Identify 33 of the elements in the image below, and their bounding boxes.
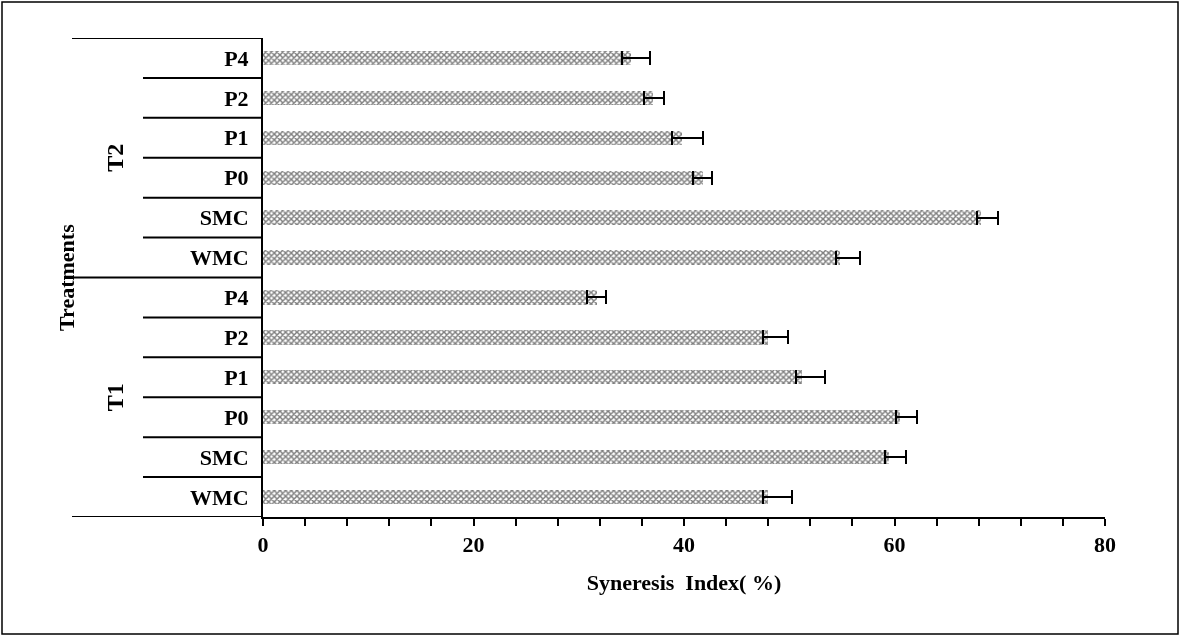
y-tick-label: P4 bbox=[224, 45, 249, 71]
y-tick-label: P2 bbox=[224, 325, 249, 351]
y-tick-label: SMC bbox=[199, 205, 249, 231]
y-tick-label: P1 bbox=[224, 364, 249, 390]
y-tick-label: SMC bbox=[199, 444, 249, 470]
bar bbox=[263, 171, 703, 185]
x-axis-title: Syneresis Index( %) bbox=[586, 569, 782, 595]
bar bbox=[263, 91, 653, 105]
y-tick-label: WMC bbox=[189, 484, 249, 510]
x-tick-label: 60 bbox=[883, 532, 906, 558]
bar bbox=[263, 290, 597, 305]
bar bbox=[263, 51, 631, 65]
text: Treatments bbox=[54, 223, 79, 331]
y-tick-label: P2 bbox=[224, 85, 249, 111]
bar bbox=[263, 131, 682, 145]
bar bbox=[263, 210, 981, 225]
y-tick-label: P0 bbox=[224, 404, 249, 430]
bar bbox=[263, 330, 768, 345]
x-tick-label: 20 bbox=[462, 532, 485, 558]
bar bbox=[263, 450, 889, 464]
text: T1 bbox=[101, 383, 128, 412]
y-tick-label: WMC bbox=[189, 245, 249, 271]
y-tick-label: P4 bbox=[224, 285, 249, 311]
x-tick-label: 40 bbox=[673, 532, 695, 558]
x-tick-label: 80 bbox=[1094, 532, 1116, 558]
y-tick-label: P1 bbox=[224, 125, 249, 151]
bar bbox=[263, 250, 840, 265]
text: T2 bbox=[102, 143, 129, 172]
y-tick-label: P0 bbox=[224, 165, 249, 191]
x-tick-label: 0 bbox=[257, 532, 269, 558]
bar bbox=[263, 490, 768, 504]
bar bbox=[263, 370, 802, 384]
bar bbox=[263, 410, 900, 424]
